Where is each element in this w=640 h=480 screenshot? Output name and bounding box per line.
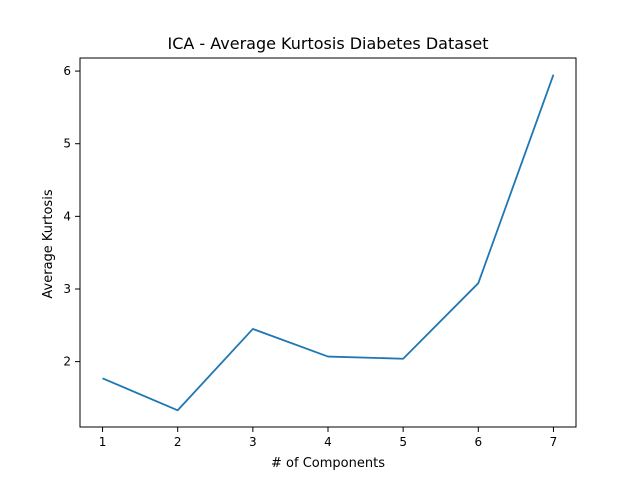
y-tick-label: 6: [63, 64, 71, 78]
chart-title: ICA - Average Kurtosis Diabetes Dataset: [167, 34, 488, 53]
plot-area: 1 2 3 4 5 6 7 2 3 4 5 6: [63, 57, 577, 449]
axes-frame: [79, 57, 577, 428]
y-axis-label: Average Kurtosis: [41, 189, 56, 298]
y-tick-label: 5: [63, 137, 71, 151]
x-tick-label: 4: [324, 435, 332, 449]
x-tick-label: 6: [474, 435, 482, 449]
x-axis-label: # of Components: [271, 456, 385, 471]
x-tick-label: 7: [550, 435, 558, 449]
x-tick-label: 1: [99, 435, 107, 449]
x-tick-label: 3: [249, 435, 257, 449]
y-tick-label: 2: [63, 355, 71, 369]
x-tick-label: 5: [399, 435, 407, 449]
y-tick-label: 4: [63, 209, 71, 223]
x-tick-label: 2: [174, 435, 182, 449]
y-tick-label: 3: [63, 282, 71, 296]
series-line-1: [102, 74, 555, 412]
